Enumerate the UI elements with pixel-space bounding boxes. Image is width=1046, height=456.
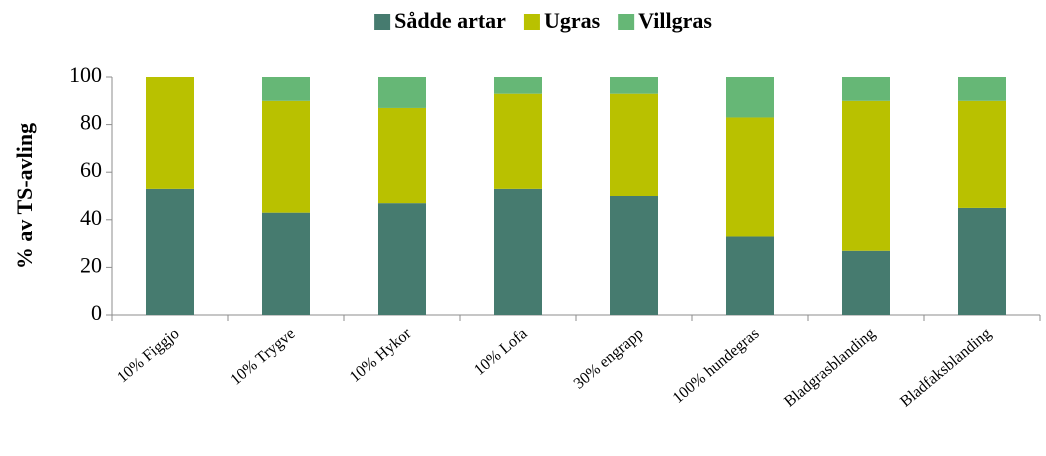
- x-tick-label: 10% Trygve: [227, 325, 298, 389]
- bar-segment: [842, 250, 890, 315]
- y-axis-title: % av TS-avling: [12, 123, 37, 269]
- bar-segment: [494, 93, 542, 189]
- bar-segment: [610, 77, 658, 94]
- bar-segment: [726, 236, 774, 315]
- x-tick-label: Bladgrasblanding: [781, 325, 878, 411]
- y-tick-label: 80: [80, 110, 102, 135]
- bar-segment: [726, 117, 774, 237]
- x-tick-label: 10% Lofa: [471, 325, 531, 379]
- bar-segment: [958, 77, 1006, 101]
- x-tick-label: 10% Hykor: [347, 325, 415, 386]
- y-tick-label: 100: [69, 62, 102, 87]
- bar-segment: [378, 203, 426, 315]
- bar-segment: [262, 212, 310, 315]
- legend-label: Sådde artar: [394, 8, 506, 33]
- x-tick-label: 10% Figgjo: [114, 325, 182, 386]
- y-tick-label: 20: [80, 252, 102, 277]
- bar-segment: [958, 207, 1006, 315]
- legend-label: Ugras: [544, 8, 601, 33]
- legend-swatch: [374, 14, 391, 30]
- bar-segment: [262, 77, 310, 101]
- bar-segment: [494, 77, 542, 94]
- x-tick-label: Bladfaksblanding: [897, 325, 994, 411]
- bar-segment: [146, 188, 194, 315]
- bar-segment: [842, 100, 890, 251]
- bar-segment: [842, 77, 890, 101]
- legend-swatch: [523, 14, 540, 30]
- bar-segment: [610, 196, 658, 315]
- bar-segment: [494, 188, 542, 315]
- bar-segment: [726, 77, 774, 118]
- x-tick-label: 30% engrapp: [571, 325, 647, 393]
- legend-swatch: [618, 14, 635, 30]
- x-tick-label: 100% hundegras: [670, 325, 763, 407]
- y-tick-label: 60: [80, 157, 102, 182]
- legend-label: Villgras: [638, 8, 712, 33]
- bar-segment: [378, 107, 426, 204]
- bar-segment: [610, 93, 658, 196]
- bar-segment: [958, 100, 1006, 208]
- bar-segment: [146, 77, 194, 189]
- y-tick-label: 40: [80, 205, 102, 230]
- y-tick-label: 0: [91, 300, 102, 325]
- bar-segment: [262, 100, 310, 213]
- bar-segment: [378, 77, 426, 108]
